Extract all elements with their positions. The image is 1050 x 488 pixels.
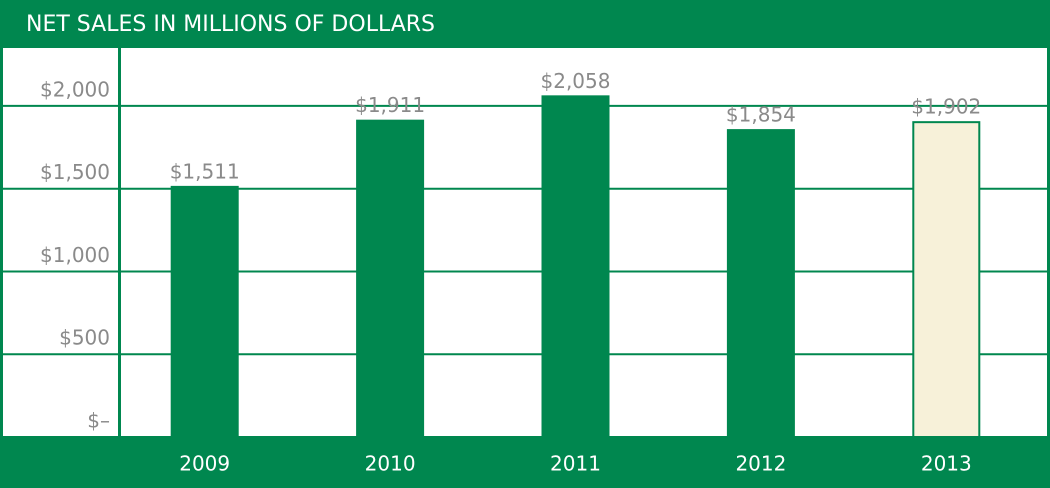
- value-label: $2,058: [541, 69, 611, 93]
- y-tick-label: $1,500: [40, 160, 110, 184]
- value-label: $1,911: [355, 93, 425, 117]
- bar: [541, 95, 610, 438]
- x-tick-label: 2013: [921, 452, 972, 476]
- bar: [912, 121, 981, 438]
- y-tick-label: $2,000: [40, 77, 110, 101]
- chart-title: NET SALES IN MILLIONS OF DOLLARS: [26, 12, 435, 37]
- y-axis: [118, 48, 121, 437]
- value-label: $1,902: [911, 95, 981, 119]
- x-tick-label: 2010: [365, 452, 416, 476]
- value-label: $1,854: [726, 103, 796, 127]
- y-tick-label: $500: [59, 326, 110, 350]
- y-tick-label: $1,000: [40, 243, 110, 267]
- bar: [356, 119, 425, 438]
- bar: [170, 185, 239, 438]
- header-band: [0, 0, 1050, 48]
- y-tick-label: $–: [87, 409, 110, 433]
- x-tick-label: 2009: [179, 452, 230, 476]
- x-tick-label: 2011: [550, 452, 601, 476]
- right-border: [1047, 0, 1050, 488]
- value-label: $1,511: [170, 159, 240, 183]
- x-tick-label: 2012: [735, 452, 786, 476]
- bar: [726, 129, 795, 439]
- footer-band: [0, 437, 1050, 488]
- left-border: [0, 0, 3, 488]
